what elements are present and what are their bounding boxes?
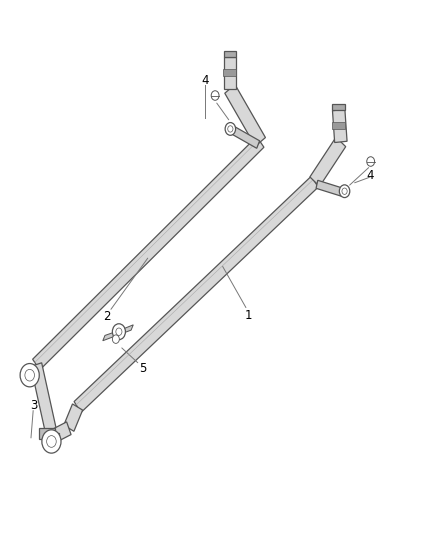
Circle shape	[339, 185, 350, 198]
Circle shape	[211, 91, 219, 100]
Text: 4: 4	[201, 75, 208, 87]
Text: 5: 5	[139, 362, 147, 375]
Polygon shape	[39, 428, 55, 439]
Circle shape	[42, 430, 61, 453]
Circle shape	[25, 369, 35, 381]
Polygon shape	[49, 422, 71, 443]
Circle shape	[367, 157, 374, 166]
Polygon shape	[332, 122, 345, 128]
Polygon shape	[224, 57, 236, 89]
Polygon shape	[224, 51, 236, 57]
Polygon shape	[225, 85, 265, 146]
Polygon shape	[310, 137, 346, 187]
Polygon shape	[332, 109, 347, 142]
Circle shape	[225, 123, 236, 135]
Circle shape	[116, 328, 122, 335]
Polygon shape	[64, 404, 83, 431]
Text: 4: 4	[367, 169, 374, 182]
Polygon shape	[316, 180, 343, 196]
Polygon shape	[332, 104, 345, 110]
Circle shape	[47, 435, 56, 447]
Polygon shape	[103, 325, 133, 341]
Polygon shape	[31, 363, 57, 435]
Circle shape	[20, 364, 39, 387]
Polygon shape	[74, 176, 318, 413]
Polygon shape	[223, 69, 237, 76]
Circle shape	[113, 324, 125, 340]
Polygon shape	[32, 136, 264, 370]
Text: 1: 1	[245, 309, 252, 322]
Circle shape	[113, 335, 119, 343]
Polygon shape	[231, 126, 260, 148]
Circle shape	[228, 126, 233, 132]
Polygon shape	[43, 433, 60, 441]
Circle shape	[342, 188, 347, 195]
Text: 3: 3	[30, 399, 37, 413]
Text: 2: 2	[103, 310, 110, 324]
